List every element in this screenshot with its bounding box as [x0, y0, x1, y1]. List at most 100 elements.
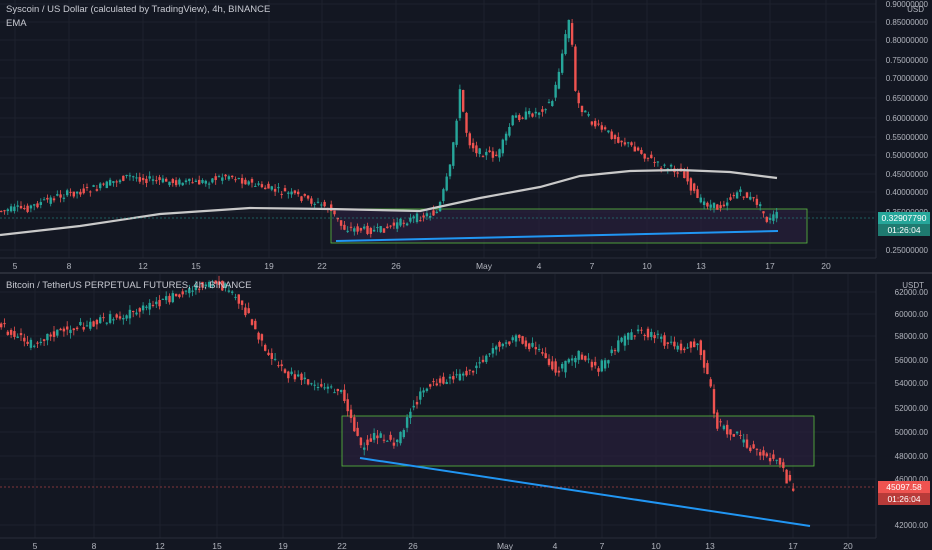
candle-body [732, 434, 735, 437]
candle-body [168, 295, 171, 303]
candle-body [732, 195, 735, 197]
candle-body [716, 204, 719, 210]
candle-body [663, 164, 666, 166]
top-symbol-title[interactable]: Syscoin / US Dollar (calculated by Tradi… [6, 4, 271, 15]
candle-body [36, 342, 39, 344]
candle-body [264, 187, 267, 190]
ema-indicator-label[interactable]: EMA [6, 18, 27, 29]
candle-body [564, 34, 567, 55]
candle-body [458, 89, 462, 119]
candle-body [653, 335, 656, 339]
time-tick-label: 26 [408, 541, 418, 550]
candle-body [465, 370, 468, 376]
candle-body [135, 177, 138, 179]
candle-body [250, 179, 254, 183]
candle-body [534, 111, 537, 114]
candle-body [92, 185, 95, 187]
candle-body [56, 194, 59, 196]
candle-body [62, 328, 66, 332]
candle-body [594, 120, 597, 127]
candle-body [128, 175, 132, 177]
bot-price-axis[interactable]: 62000.00 60000.00 58000.00 56000.00 54000.00… [875, 274, 929, 538]
candle-body [277, 365, 280, 367]
candle-body [112, 181, 115, 183]
price-tick-label: 48000.00 [895, 452, 929, 461]
bitcoin-chart-pane[interactable]: 62000.00 60000.00 58000.00 56000.00 54000.00… [0, 274, 932, 550]
candle-body [475, 365, 478, 369]
price-tick-label: 0.50000000 [886, 151, 929, 160]
candle-body [145, 178, 148, 184]
candle-body [386, 440, 389, 442]
candle-body [402, 430, 405, 438]
candle-body [184, 180, 188, 183]
candle-body [224, 283, 227, 289]
candle-body [303, 377, 306, 380]
candle-body [643, 334, 646, 336]
bitcoin-chart-canvas[interactable]: 62000.00 60000.00 58000.00 56000.00 54000.00… [0, 274, 932, 550]
candle-body [313, 384, 316, 386]
bot-time-axis[interactable]: 5 8 12 15 19 22 26 May 4 7 10 13 17 20 [0, 537, 876, 550]
candle-body [339, 220, 343, 226]
candle-body [217, 281, 221, 285]
candle-body [712, 202, 716, 208]
candle-body [485, 151, 488, 156]
candle-body [613, 135, 617, 139]
candle-body [372, 433, 376, 440]
candle-body [118, 180, 122, 183]
candle-body [310, 198, 313, 204]
candle-body [660, 336, 663, 339]
top-time-axis[interactable]: 5 8 12 15 19 22 26 May 4 7 10 13 17 20 [0, 257, 876, 271]
candle-body [613, 350, 617, 352]
bot-symbol-title[interactable]: Bitcoin / TetherUS PERPETUAL FUTURES, 4h… [6, 280, 252, 291]
candle-body [194, 180, 198, 182]
candle-body [686, 170, 689, 182]
candle-body [277, 187, 280, 189]
candle-body [623, 335, 627, 346]
candle-body [191, 182, 194, 184]
candle-body [653, 161, 656, 163]
candle-body [145, 306, 148, 308]
candle-body [455, 120, 458, 145]
candle-body [363, 447, 366, 450]
candle-body [544, 109, 547, 111]
price-tick-label: 52000.00 [895, 404, 929, 413]
candle-body [217, 176, 221, 178]
candle-body [656, 161, 660, 163]
time-tick-label: 10 [642, 261, 652, 271]
candle-body [293, 190, 297, 194]
candle-body [89, 321, 92, 329]
candle-body [247, 181, 250, 185]
candle-body [693, 341, 696, 348]
candle-body [254, 185, 257, 187]
price-tick-label: 60000.00 [895, 310, 929, 319]
syscoin-chart-canvas[interactable]: 0.90000000 0.85000000 0.80000000 0.75000000… [0, 0, 932, 272]
candle-body [214, 280, 217, 284]
candle-body [211, 178, 214, 183]
candle-body [39, 341, 42, 344]
candle-body [155, 180, 158, 182]
candle-body [778, 457, 782, 465]
candle-body [577, 92, 580, 104]
price-tick-label: 42000.00 [895, 521, 929, 530]
pane-divider[interactable] [0, 272, 932, 274]
candle-body [458, 373, 462, 381]
time-tick-label: 19 [264, 261, 274, 271]
candle-body [207, 183, 211, 185]
candle-body [122, 317, 125, 320]
candle-body [557, 370, 561, 373]
candle-body [79, 321, 82, 326]
candle-body [485, 355, 488, 362]
price-tick-label: 0.65000000 [886, 94, 929, 103]
candle-body [141, 177, 145, 181]
candle-body [669, 341, 673, 343]
candle-body [554, 361, 557, 373]
syscoin-chart-pane[interactable]: 0.90000000 0.85000000 0.80000000 0.75000000… [0, 0, 932, 272]
candle-body [498, 342, 501, 347]
candle-body [488, 353, 491, 355]
candle-body [471, 370, 475, 373]
candle-body [29, 339, 33, 348]
candle-body [627, 142, 630, 144]
candle-body [495, 154, 498, 156]
candle-body [316, 201, 320, 203]
candle-body [465, 112, 468, 133]
